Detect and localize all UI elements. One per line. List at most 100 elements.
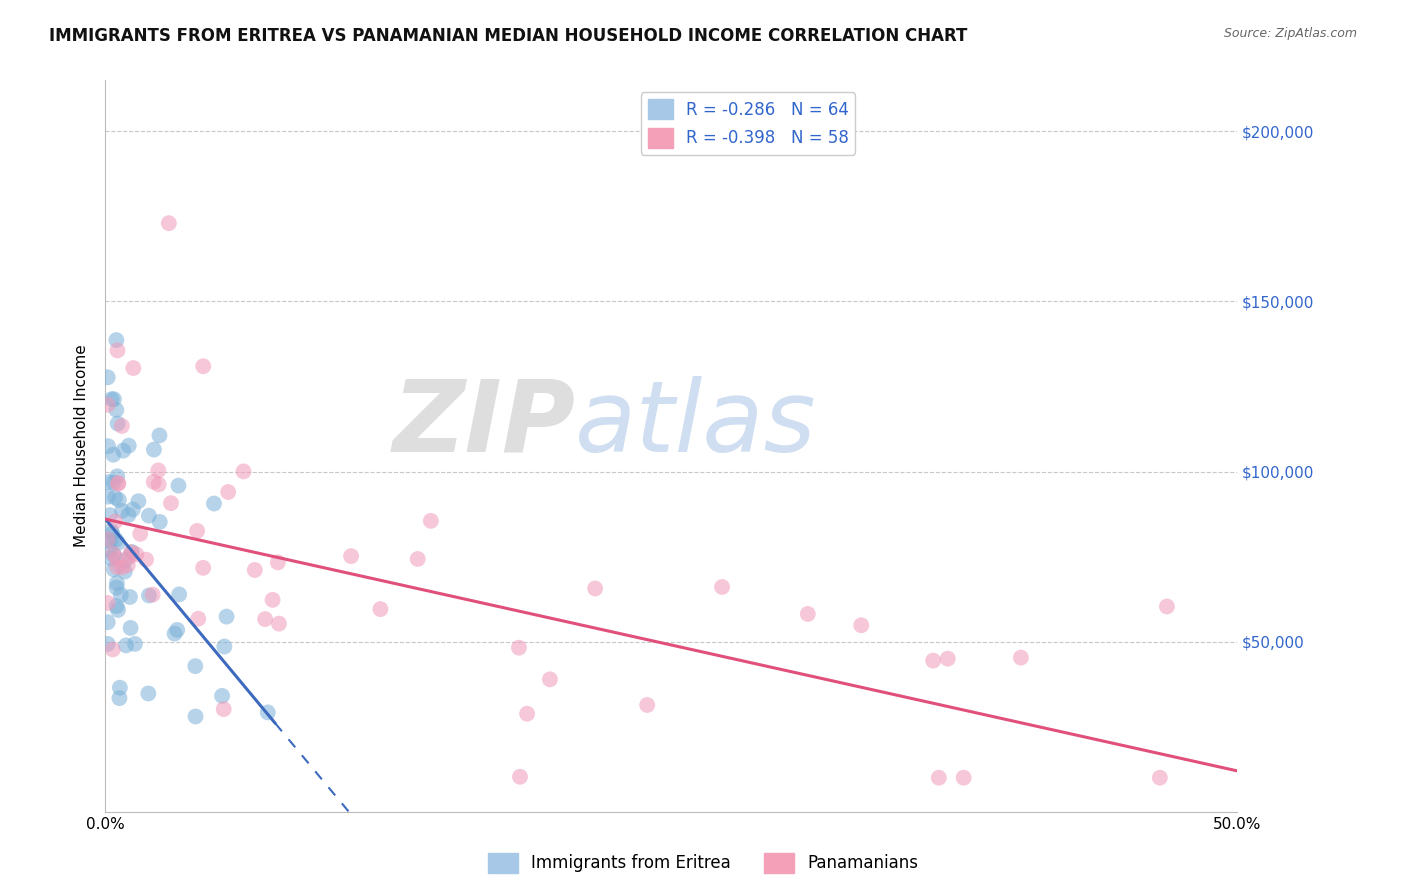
Point xyxy=(118,590,141,604)
Point xyxy=(121,502,143,516)
Point xyxy=(103,548,125,562)
Point xyxy=(135,552,157,566)
Point xyxy=(406,552,429,566)
Point xyxy=(101,526,124,541)
Point xyxy=(100,392,122,406)
Point xyxy=(583,582,606,596)
Point xyxy=(105,469,128,483)
Point xyxy=(1149,771,1171,785)
Point xyxy=(124,637,146,651)
Point xyxy=(243,563,266,577)
Point xyxy=(142,442,165,457)
Point xyxy=(166,623,188,637)
Point xyxy=(115,639,138,653)
Point xyxy=(97,398,120,412)
Point xyxy=(212,702,235,716)
Point xyxy=(118,549,141,564)
Point xyxy=(98,475,121,489)
Point xyxy=(118,439,141,453)
Point xyxy=(125,547,148,561)
Point xyxy=(148,428,170,442)
Point xyxy=(105,576,128,591)
Point xyxy=(538,673,561,687)
Point xyxy=(107,476,129,491)
Point xyxy=(104,491,127,505)
Point xyxy=(262,592,284,607)
Point xyxy=(256,706,278,720)
Point xyxy=(107,476,129,491)
Point xyxy=(148,477,170,491)
Point xyxy=(103,562,125,576)
Point xyxy=(193,359,215,374)
Point xyxy=(97,533,120,547)
Point xyxy=(105,333,128,347)
Point xyxy=(100,551,122,566)
Point xyxy=(129,526,152,541)
Point xyxy=(120,621,142,635)
Point xyxy=(108,681,131,695)
Text: atlas: atlas xyxy=(575,376,817,473)
Point xyxy=(215,609,238,624)
Point xyxy=(419,514,441,528)
Point xyxy=(186,524,208,538)
Point xyxy=(187,612,209,626)
Point xyxy=(1156,599,1178,614)
Point xyxy=(184,709,207,723)
Point xyxy=(105,581,128,595)
Point xyxy=(103,448,125,462)
Point xyxy=(120,545,142,559)
Point xyxy=(214,640,236,654)
Point xyxy=(101,642,124,657)
Point xyxy=(167,478,190,492)
Point xyxy=(340,549,363,563)
Text: IMMIGRANTS FROM ERITREA VS PANAMANIAN MEDIAN HOUSEHOLD INCOME CORRELATION CHART: IMMIGRANTS FROM ERITREA VS PANAMANIAN ME… xyxy=(49,27,967,45)
Point xyxy=(370,602,392,616)
Point xyxy=(508,640,530,655)
Point xyxy=(114,553,136,567)
Point xyxy=(107,535,129,549)
Point xyxy=(117,558,139,572)
Point xyxy=(105,403,128,417)
Point xyxy=(267,616,290,631)
Point xyxy=(104,533,127,547)
Point xyxy=(149,515,172,529)
Point xyxy=(108,691,131,706)
Point xyxy=(202,497,225,511)
Point xyxy=(254,612,277,626)
Point xyxy=(509,770,531,784)
Point xyxy=(148,463,170,477)
Point xyxy=(114,565,136,579)
Point xyxy=(928,771,950,785)
Point xyxy=(138,508,160,523)
Point xyxy=(160,496,183,510)
Point xyxy=(232,464,254,478)
Point xyxy=(103,475,125,490)
Text: ZIP: ZIP xyxy=(392,376,575,473)
Point xyxy=(107,343,129,358)
Point xyxy=(98,534,121,549)
Point xyxy=(105,559,128,574)
Point xyxy=(127,494,149,508)
Point xyxy=(104,515,127,529)
Point xyxy=(98,542,121,557)
Point xyxy=(163,626,186,640)
Point xyxy=(103,392,125,407)
Point xyxy=(97,533,120,547)
Point xyxy=(211,689,233,703)
Point xyxy=(121,545,143,559)
Point xyxy=(138,589,160,603)
Point xyxy=(110,588,132,602)
Point xyxy=(217,485,239,500)
Point xyxy=(111,504,134,518)
Point xyxy=(111,560,134,574)
Point xyxy=(952,771,974,785)
Point xyxy=(184,659,207,673)
Point xyxy=(117,508,139,522)
Point xyxy=(922,654,945,668)
Point xyxy=(97,615,120,630)
Point xyxy=(112,443,135,458)
Point xyxy=(157,216,180,230)
Point xyxy=(111,419,134,434)
Point xyxy=(97,637,120,651)
Point xyxy=(711,580,734,594)
